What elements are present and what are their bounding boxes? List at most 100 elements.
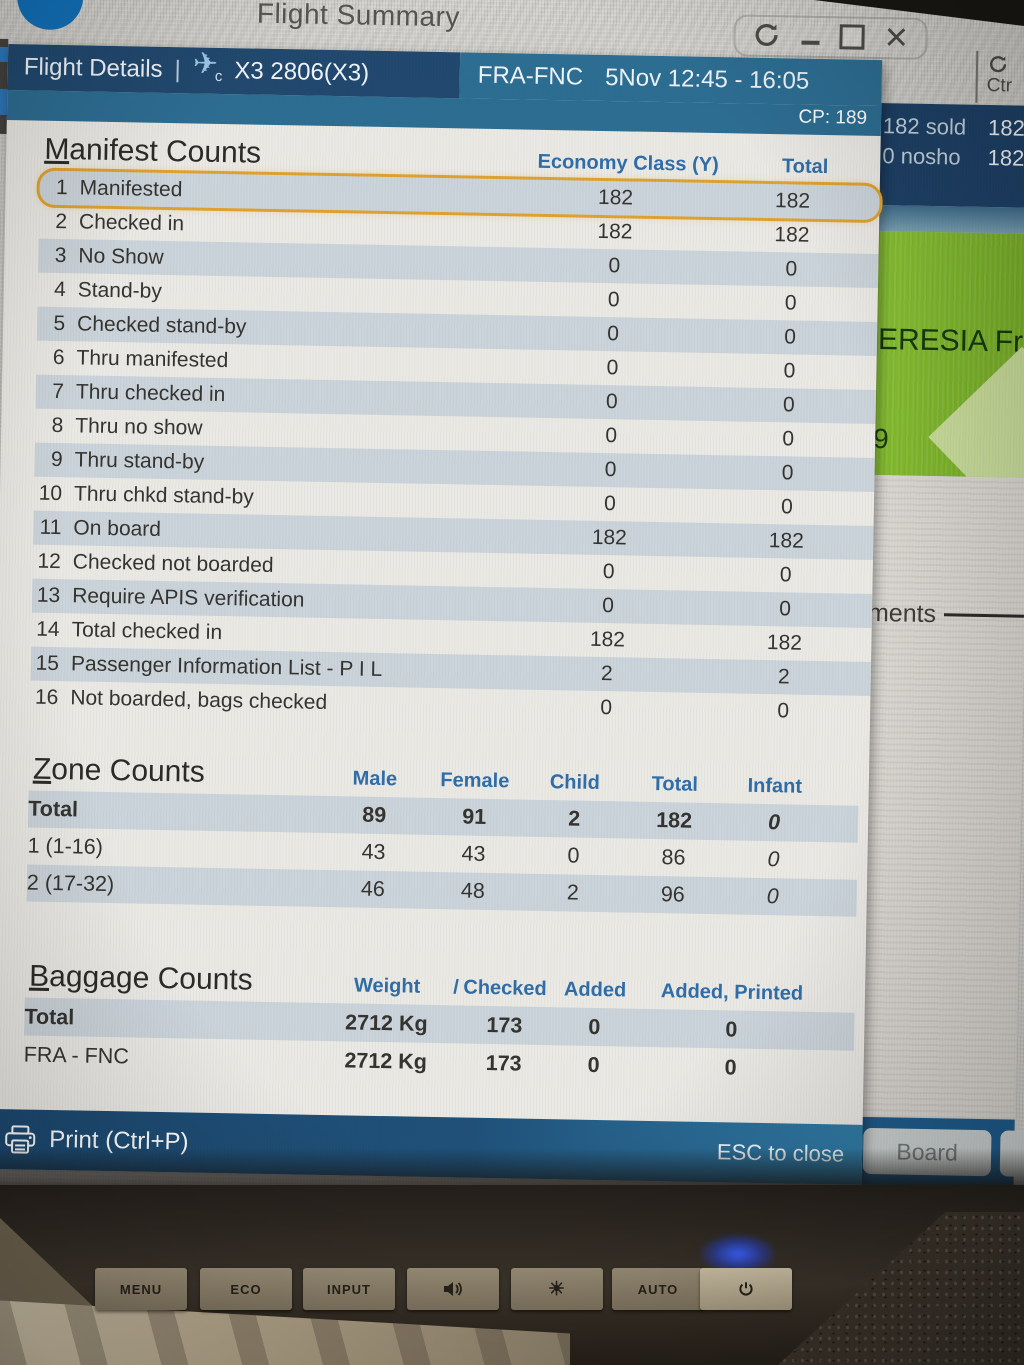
column-header-economy: Economy Class (Y) [537,150,719,177]
economy-value: 0 [607,322,620,346]
row-number: 14 [35,617,60,642]
zone-value: 91 [462,804,487,829]
zone-value: 0 [767,810,781,835]
row-label: Thru no show [75,414,203,440]
ctrl-hint-text: Ctr [986,74,1013,97]
economy-value: 0 [606,356,619,380]
panel-transition-band [875,204,1024,234]
manifest-section: Manifest Counts Economy Class (Y) Total … [30,123,881,730]
column-header-zone-total: Total [651,772,699,796]
row-number: 6 [52,345,65,370]
zone-label: 1 (1-16) [27,833,104,859]
row-label: Not boarded, bags checked [70,686,328,715]
zone-label: 2 (17-32) [26,870,115,897]
economy-value: 0 [605,424,618,448]
capacity-value: CP: 189 [798,106,868,129]
window-controls: × [733,14,929,60]
column-header-checked: Checked [463,976,547,1001]
baggage-label: FRA - FNC [23,1042,130,1068]
row-label: Checked not boarded [72,550,274,577]
row-number: 2 [55,209,68,234]
title-separator: | [174,56,182,84]
sold-value: 182 [987,115,1024,141]
row-number: 7 [52,379,65,404]
column-header-infant: Infant [747,774,803,798]
dialog-title: Flight Details [23,53,163,83]
baggage-label: Total [24,1004,75,1029]
zone-value: 182 [656,808,693,833]
row-number: 9 [50,447,63,472]
flight-number: X3 2806(X3) [234,57,370,87]
nosho-label: 0 nosho [882,143,961,170]
comments-underline [944,613,1024,618]
sales-summary-panel: 182 sold 182 0 nosho 182 [875,102,1024,208]
brightness-icon: ☀ [547,1278,567,1300]
refresh-icon[interactable] [751,20,782,51]
minimize-icon[interactable] [801,26,820,45]
monitor-power-button[interactable] [700,1268,792,1310]
added-printed-value: 0 [724,1054,737,1080]
row-label: Passenger Information List - P I L [70,652,383,682]
screen-content: Flight Summary × Ctr 182 sold 182 0 nosh… [0,0,1024,1207]
row-label: Thru chkd stand-by [73,482,254,509]
monitor-eco-button[interactable]: ECO [200,1268,292,1310]
total-value: 182 [774,189,811,213]
row-label: Require APIS verification [71,584,305,612]
monitor-menu-button[interactable]: MENU [95,1268,187,1310]
total-value: 0 [782,393,795,417]
total-value: 0 [783,325,797,349]
row-number: 4 [53,277,67,302]
economy-value: 0 [600,696,613,720]
column-header-added-printed: Added, Printed [660,980,804,1005]
economy-value: 0 [607,288,620,312]
zone-value: 46 [360,876,386,902]
sold-row: 182 sold 182 [877,111,1024,144]
monitor-auto-button[interactable]: AUTO [612,1268,704,1310]
row-label: Thru manifested [76,346,229,373]
background-form-area: ments [858,474,1024,1120]
zone-table: Total 89 91 2 182 0 1 (1-16) 43 43 0 86 0 2 (17-32) 4… [26,790,869,917]
row-number: 5 [53,311,66,336]
refresh-icon-small [987,53,1013,75]
close-icon[interactable]: × [884,15,909,60]
row-number: 10 [38,481,63,506]
monitor-volume-button[interactable] [407,1268,499,1310]
monitor-input-button[interactable]: INPUT [303,1268,395,1310]
zone-value: 2 [566,880,580,905]
total-value: 0 [779,597,792,621]
row-number: 11 [39,515,62,540]
total-value: 0 [782,427,795,451]
row-label: Thru stand-by [74,448,205,474]
checked-value: 173 [486,1012,523,1038]
background-shortcut-hint: Ctr [975,50,1013,104]
total-value: 0 [780,495,793,519]
row-label: Total checked in [71,618,223,645]
row-number: 12 [37,549,62,574]
background-window-title: Flight Summary [256,0,461,33]
power-led-glow [700,1234,776,1274]
datetime: 5Nov 12:45 - 16:05 [604,63,810,95]
column-header-weight: Weight [353,974,421,998]
column-header-child: Child [549,771,601,795]
total-value: 0 [785,257,798,281]
economy-value: 182 [589,627,626,652]
row-number: 3 [54,243,67,268]
zone-value: 0 [567,843,580,868]
total-value: 0 [779,563,792,587]
comments-row: ments [868,599,1024,631]
total-value: 182 [768,529,805,553]
column-header-female: Female [440,769,510,793]
row-number: 1 [55,175,68,200]
zone-title: Zone Counts [32,752,206,789]
economy-value: 0 [602,594,615,618]
economy-value: 182 [591,525,628,550]
zone-value: 2 [567,806,581,831]
nosho-value: 182 [987,145,1024,171]
zone-value: 48 [460,878,486,903]
passenger-name-fragment: ERESIA Fr [877,323,1024,359]
route: FRA-FNC [477,61,584,91]
diamond-shape [928,346,1024,478]
monitor-brightness-button[interactable]: ☀ [511,1268,603,1310]
added-printed-value: 0 [725,1016,738,1042]
maximize-icon[interactable] [839,23,865,50]
